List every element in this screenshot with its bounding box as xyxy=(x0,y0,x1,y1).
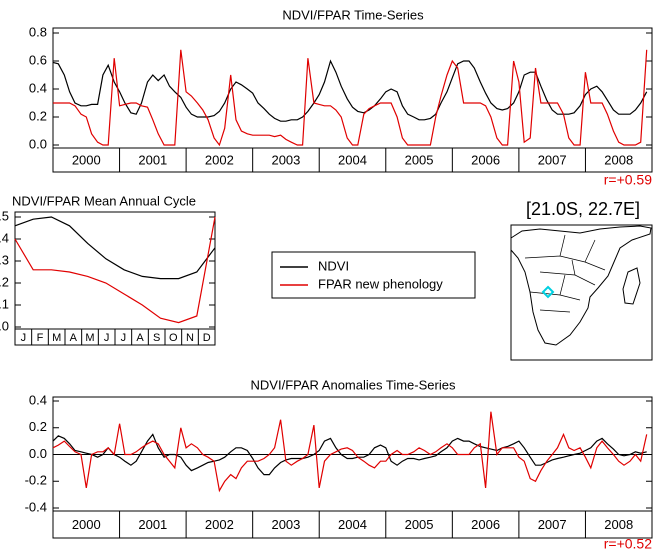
x-tick-label: A xyxy=(70,332,78,344)
y-tick-label: 0.0 xyxy=(29,136,47,151)
africa-outline xyxy=(510,225,652,346)
x-tick-label: J xyxy=(21,332,27,344)
y-tick-label: 0.4 xyxy=(29,392,47,407)
annotation: r=+0.52 xyxy=(604,536,652,550)
series-line xyxy=(53,49,648,147)
x-tick-label: S xyxy=(153,332,160,344)
y-tick-label: 0.2 xyxy=(0,274,9,289)
x-tick-label: 2006 xyxy=(471,152,500,167)
x-tick-label: 2007 xyxy=(538,152,567,167)
x-tick-label: 2004 xyxy=(338,152,367,167)
y-tick-label: -0.4 xyxy=(25,499,47,514)
x-tick-label: 2005 xyxy=(405,517,434,532)
x-tick-label: 2000 xyxy=(72,152,101,167)
x-tick-label: D xyxy=(203,332,211,344)
series-line xyxy=(52,59,648,122)
legend-box xyxy=(271,251,476,299)
borders xyxy=(524,234,606,313)
plot-frame xyxy=(14,211,216,346)
location-marker xyxy=(541,285,555,299)
y-tick-label: 0.4 xyxy=(0,230,9,245)
x-tick-label: 2002 xyxy=(205,517,234,532)
x-tick-label: F xyxy=(37,332,44,344)
y-tick-label: 0.8 xyxy=(29,24,47,39)
x-tick-label: 2006 xyxy=(471,517,500,532)
x-tick-label: M xyxy=(85,332,94,344)
map xyxy=(510,224,653,361)
plot-frame xyxy=(52,396,653,539)
chart-title: NDVI/FPAR Mean Annual Cycle xyxy=(12,193,196,208)
series-line xyxy=(14,216,216,324)
series-line xyxy=(14,216,216,280)
location-label: [21.0S, 22.7E] xyxy=(526,199,640,219)
legend-label: NDVI xyxy=(318,258,349,273)
x-tick-label: 2003 xyxy=(271,152,300,167)
x-tick-label: 2008 xyxy=(604,517,633,532)
x-tick-label: 2001 xyxy=(138,152,167,167)
x-tick-label: 2000 xyxy=(72,517,101,532)
series-line xyxy=(52,433,647,476)
x-tick-label: 2001 xyxy=(138,517,167,532)
x-tick-label: 2003 xyxy=(271,517,300,532)
x-tick-label: 2004 xyxy=(338,517,367,532)
chart-title: NDVI/FPAR Time-Series xyxy=(282,7,424,22)
annotation: r=+0.59 xyxy=(604,172,652,188)
y-tick-label: 0.2 xyxy=(29,108,47,123)
y-tick-label: 0.0 xyxy=(29,446,47,461)
madagascar xyxy=(622,267,641,305)
plot-frame xyxy=(52,27,653,173)
x-tick-label: A xyxy=(136,332,144,344)
x-tick-label: M xyxy=(52,332,61,344)
y-tick-label: 0.5 xyxy=(0,208,9,223)
x-tick-label: J xyxy=(104,332,110,344)
y-tick-label: 0.1 xyxy=(0,296,9,311)
y-tick-label: 0.6 xyxy=(29,52,47,67)
y-tick-label: 0.2 xyxy=(29,419,47,434)
x-tick-label: 2007 xyxy=(538,517,567,532)
x-tick-label: N xyxy=(186,332,194,344)
x-tick-label: O xyxy=(169,332,178,344)
x-tick-label: J xyxy=(121,332,127,344)
chart-title: NDVI/FPAR Anomalies Time-Series xyxy=(251,377,456,392)
y-tick-label: 0.0 xyxy=(0,318,9,333)
y-tick-label: 0.3 xyxy=(0,252,9,267)
legend-label: FPAR new phenology xyxy=(318,276,443,291)
y-tick-label: -0.2 xyxy=(25,473,47,488)
x-tick-label: 2005 xyxy=(405,152,434,167)
x-tick-label: 2002 xyxy=(205,152,234,167)
x-tick-label: 2008 xyxy=(604,152,633,167)
y-tick-label: 0.4 xyxy=(29,80,47,95)
series-line xyxy=(52,411,648,493)
